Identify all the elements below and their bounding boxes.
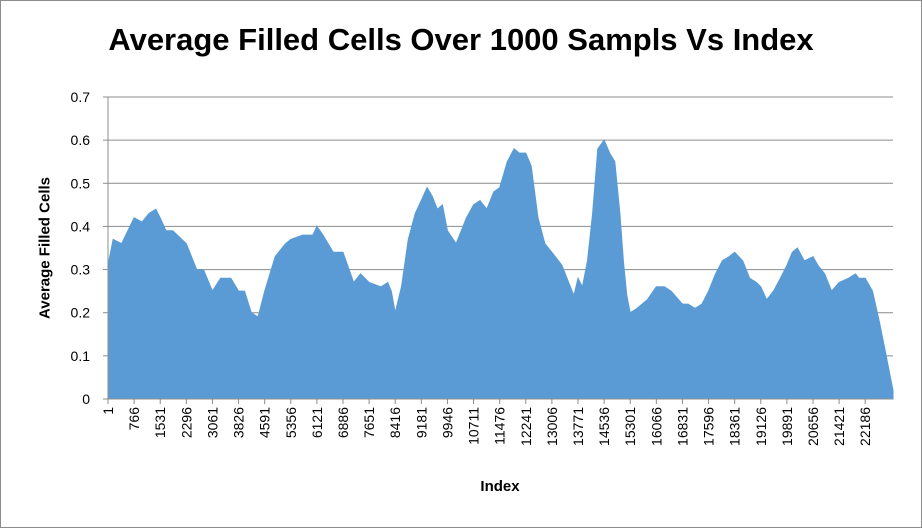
y-tick-label: 0.6 xyxy=(71,132,91,148)
x-tick-label: 4591 xyxy=(257,407,273,438)
x-tick-label: 6121 xyxy=(309,407,325,438)
x-tick-label: 11476 xyxy=(492,407,508,445)
x-tick-label: 13006 xyxy=(544,407,560,446)
y-tick-label: 0.2 xyxy=(71,305,91,321)
x-tick-label: 5356 xyxy=(283,407,299,438)
x-tick-label: 15301 xyxy=(622,407,638,446)
chart-title: Average Filled Cells Over 1000 Sampls Vs… xyxy=(108,22,814,57)
axes xyxy=(103,96,893,404)
x-tick-label: 3061 xyxy=(204,407,220,438)
y-tick-label: 0.3 xyxy=(71,262,91,278)
x-tick-label: 3826 xyxy=(231,407,247,438)
x-tick-label: 22186 xyxy=(857,407,873,446)
x-tick-label: 16831 xyxy=(674,407,690,446)
x-tick-label: 12241 xyxy=(518,407,534,446)
x-tick-label: 14536 xyxy=(596,407,612,446)
x-tick-label: 10711 xyxy=(466,407,482,445)
x-tick-labels: 1 766 1531 2296 3061 3826 4591 5356 6121 6886 7651… xyxy=(100,407,873,446)
x-tick-label: 21421 xyxy=(831,407,847,446)
x-tick-label: 8416 xyxy=(387,407,403,438)
y-tick-label: 0 xyxy=(82,391,90,407)
x-tick-label: 9181 xyxy=(413,407,429,438)
x-tick-label: 16066 xyxy=(648,407,664,446)
area-series-path xyxy=(107,139,894,400)
x-tick-label: 1 xyxy=(100,407,116,415)
x-tick-label: 2296 xyxy=(178,407,194,438)
y-tick-label: 0.5 xyxy=(71,175,91,191)
y-tick-label: 0.4 xyxy=(71,218,91,234)
x-tick-label: 6886 xyxy=(335,407,351,438)
x-tick-label: 13771 xyxy=(570,407,586,446)
x-tick-label: 19126 xyxy=(753,407,769,446)
x-tick-label: 19891 xyxy=(779,407,795,446)
y-tick-labels: 0 0.1 0.2 0.3 0.4 0.5 0.6 0.7 xyxy=(71,89,91,407)
x-tick-label: 1531 xyxy=(152,407,168,438)
y-tick-label: 0.7 xyxy=(71,89,91,105)
area-series xyxy=(107,139,894,400)
x-tick-label: 17596 xyxy=(701,407,717,446)
x-tick-label: 18361 xyxy=(727,407,743,446)
x-tick-label: 7651 xyxy=(361,407,377,438)
x-tick-label: 766 xyxy=(126,407,142,431)
x-tick-label: 20656 xyxy=(805,407,821,446)
x-tick-label: 9946 xyxy=(439,407,455,438)
y-tick-label: 0.1 xyxy=(71,348,91,364)
x-axis-label: Index xyxy=(480,478,520,495)
